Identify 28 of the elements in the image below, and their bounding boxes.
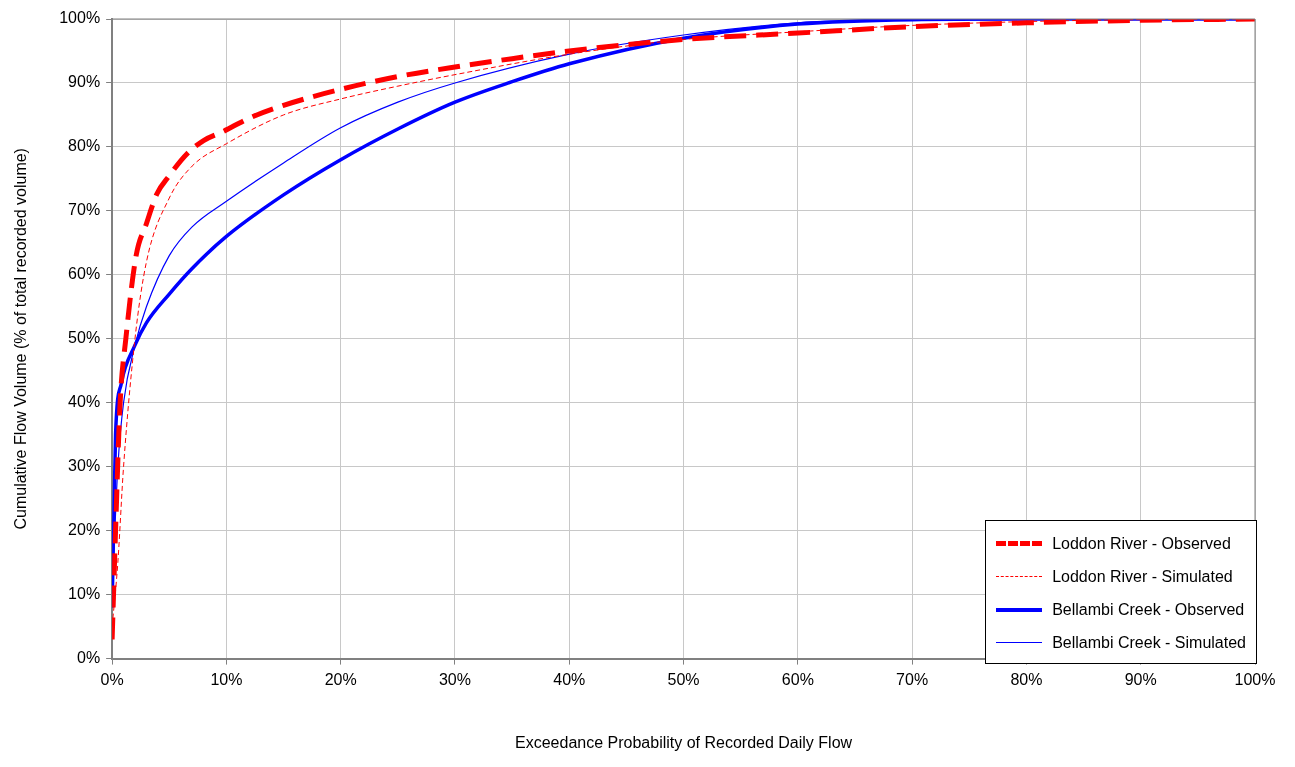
legend-label: Bellambi Creek - Observed [1052,600,1245,619]
x-tick-label: 90% [1124,670,1157,688]
x-tick-label: 100% [1234,670,1276,688]
x-tick-label: 30% [438,670,471,688]
legend-label: Loddon River - Observed [1052,534,1231,553]
y-tick-label: 80% [68,137,101,155]
x-axis-title: Exceedance Probability of Recorded Daily Flow [515,733,853,751]
y-tick-label: 0% [77,649,101,667]
y-tick-label: 40% [68,393,101,411]
y-tick-label: 100% [59,9,101,27]
y-tick-label: 10% [68,585,101,603]
y-tick-label: 70% [68,201,101,219]
y-tick-label: 50% [68,329,101,347]
x-tick-label: 50% [667,670,700,688]
y-tick-label: 20% [68,521,101,539]
x-tick-label: 20% [324,670,357,688]
y-tick-label: 60% [68,265,101,283]
y-tick-label: 30% [68,457,101,475]
legend-label: Loddon River - Simulated [1052,567,1233,586]
x-tick-label: 80% [1010,670,1043,688]
x-tick-label: 40% [553,670,586,688]
x-tick-label: 0% [100,670,124,688]
x-tick-label: 10% [210,670,243,688]
legend-label: Bellambi Creek - Simulated [1052,633,1246,652]
y-axis-title: Cumulative Flow Volume (% of total recorded volume) [12,148,30,530]
x-tick-label: 60% [781,670,814,688]
x-tick-label: 70% [896,670,929,688]
y-tick-label: 90% [68,73,101,91]
